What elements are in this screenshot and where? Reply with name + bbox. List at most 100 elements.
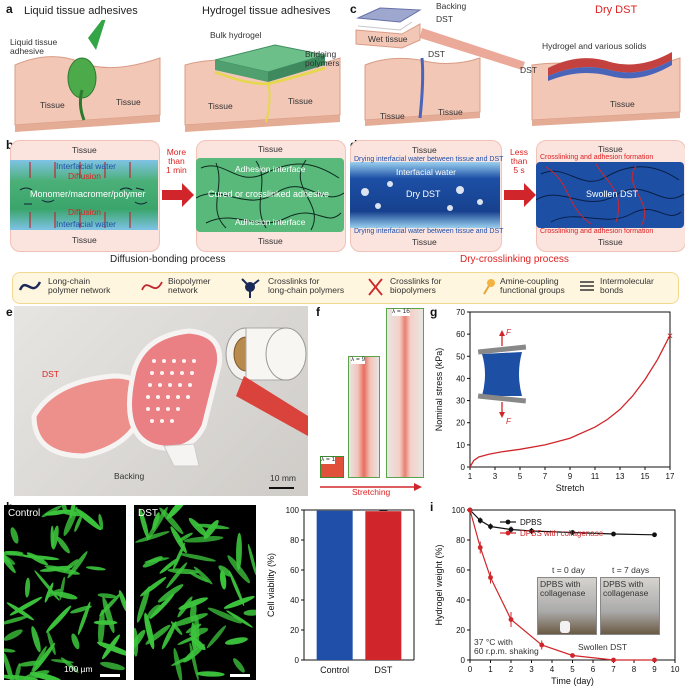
c-tissue-3: Tissue xyxy=(610,99,635,109)
g-xtick-label: 17 xyxy=(666,472,675,481)
b-right-network xyxy=(196,159,344,231)
h-ytick-label: 40 xyxy=(290,596,299,605)
g-ytick-label: 20 xyxy=(456,419,465,428)
cell xyxy=(98,513,104,530)
i-xtick-label: 8 xyxy=(632,665,637,674)
cell xyxy=(206,625,227,649)
cell xyxy=(118,590,126,613)
i-xtick-label: 10 xyxy=(671,665,680,674)
cell xyxy=(100,661,125,671)
cell xyxy=(152,512,160,531)
g-force-head-bottom xyxy=(499,412,505,418)
i-xtick-label: 3 xyxy=(529,665,534,674)
h-dst-scale-bar xyxy=(230,674,250,677)
i-t7: t = 7 days xyxy=(612,565,650,575)
i-legend-label-0: DPBS xyxy=(520,518,542,527)
i-point xyxy=(611,531,616,537)
b-process: Diffusion-bonding process xyxy=(110,254,226,265)
h-dst-cells xyxy=(134,505,256,680)
h-ytick-label: 80 xyxy=(290,536,299,545)
i-xtick-label: 2 xyxy=(509,665,514,674)
cell xyxy=(71,633,80,650)
i-ytick-label: 100 xyxy=(452,506,466,515)
d-tissue-top: Tissue xyxy=(412,145,437,155)
panel-h-dst-img: DST xyxy=(134,505,256,680)
g-fracture-mark: × xyxy=(667,330,673,342)
b-arrow xyxy=(162,183,194,207)
h-ylabel: Cell viability (%) xyxy=(266,553,276,617)
cell xyxy=(45,588,62,598)
legend-icon-crosslink-long xyxy=(241,278,260,298)
b-r-cured: Cured or crosslinked adhesive xyxy=(208,189,330,199)
i-xtick-label: 5 xyxy=(570,665,575,674)
cell xyxy=(97,593,117,599)
d-water: Interfacial water xyxy=(396,167,456,177)
b-r-adhesion-top: Adhesion interface xyxy=(235,164,306,174)
cell xyxy=(24,577,31,598)
panel-label-f: f xyxy=(316,305,320,319)
i-point xyxy=(539,642,545,648)
g-xtick-label: 3 xyxy=(493,472,498,481)
c-tissue-1: Tissue xyxy=(380,111,405,121)
cell xyxy=(157,584,184,603)
cell xyxy=(9,596,43,616)
cell xyxy=(224,637,248,645)
cell xyxy=(161,621,177,650)
i-point xyxy=(652,532,657,538)
e-backing-label: Backing xyxy=(114,471,145,481)
legend-icon-long-chain xyxy=(18,281,42,291)
i-point xyxy=(652,657,657,663)
h-ytick-label: 20 xyxy=(290,626,299,635)
panel-label-a: a xyxy=(6,2,13,16)
panel-d: Tissue Drying interfacial water between … xyxy=(350,140,685,270)
cell xyxy=(189,572,210,583)
i-xtick-label: 9 xyxy=(652,665,657,674)
c-dst-mid: DST xyxy=(428,49,445,59)
b-right-layer xyxy=(196,158,344,232)
d-swollen: Swollen DST xyxy=(586,189,639,199)
cell xyxy=(179,553,216,562)
i-t0: t = 0 day xyxy=(552,565,585,575)
h-category-label: DST xyxy=(374,665,393,675)
d-tissue-bottom: Tissue xyxy=(412,237,437,247)
e-illustration xyxy=(31,327,308,489)
f-stretch-arrow xyxy=(320,483,422,491)
h-dst-label: DST xyxy=(138,508,158,519)
cell xyxy=(56,536,70,554)
g-force-label-bottom: F xyxy=(506,417,512,426)
cell xyxy=(183,536,224,543)
panel-b: Tissue Interfacial water Diffusion Monom… xyxy=(10,140,346,270)
cell xyxy=(4,648,16,653)
cell xyxy=(93,620,118,625)
h-bar-control xyxy=(316,510,353,660)
g-force-label-top: F xyxy=(506,328,512,337)
cell xyxy=(44,582,54,603)
cell xyxy=(77,601,91,636)
i-legend-label-1: DPBS with collagenase xyxy=(520,529,604,538)
d-left-drops xyxy=(361,181,483,211)
panel-label-e: e xyxy=(6,305,13,319)
a-title-left: Liquid tissue adhesives xyxy=(24,5,138,17)
i-xtick-label: 1 xyxy=(488,665,493,674)
d-drying-bottom: Drying interfacial water between tissue … xyxy=(354,228,504,235)
d-process: Dry-crosslinking process xyxy=(460,254,569,265)
cell xyxy=(69,505,77,519)
g-xlabel: Stretch xyxy=(556,483,585,493)
b-diffusion-bottom: Diffusion xyxy=(68,207,101,217)
panel-label-c: c xyxy=(350,2,357,16)
legend-label-0: Long-chain polymer network xyxy=(48,276,111,295)
d-crosslinking-bottom: Crosslinking and adhesion formation xyxy=(540,228,654,235)
i-point xyxy=(508,617,514,622)
cell xyxy=(31,645,47,673)
g-stress-curve xyxy=(469,335,671,468)
g-xtick-label: 15 xyxy=(641,472,650,481)
cell xyxy=(63,559,79,572)
cell xyxy=(47,630,56,656)
d-r-tissue-top: Tissue xyxy=(598,144,623,154)
c-dry-dst: Dry DST xyxy=(595,4,638,16)
b-left-layer xyxy=(10,160,158,230)
i-xtick-label: 4 xyxy=(550,665,555,674)
h-category-label: Control xyxy=(320,665,349,675)
cell xyxy=(140,576,167,597)
cell xyxy=(218,565,232,577)
